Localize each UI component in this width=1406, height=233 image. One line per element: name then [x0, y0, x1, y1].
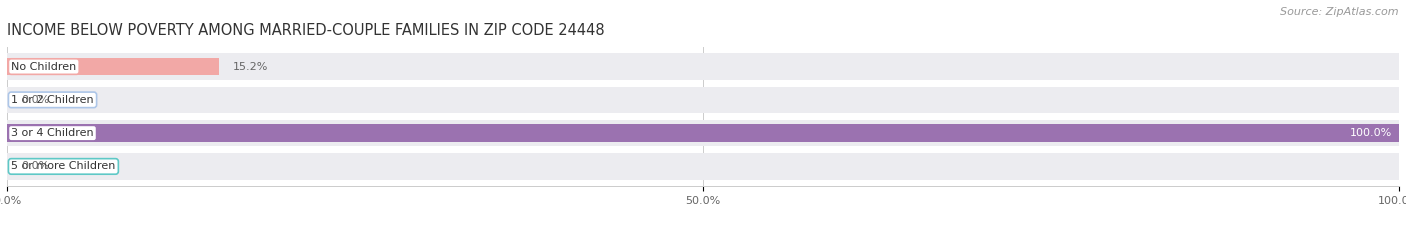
Bar	[7, 120, 1399, 147]
Text: 15.2%: 15.2%	[232, 62, 269, 72]
Text: 100.0%: 100.0%	[1350, 128, 1392, 138]
Bar	[7, 124, 1399, 142]
Text: 0.0%: 0.0%	[21, 161, 49, 171]
Text: Source: ZipAtlas.com: Source: ZipAtlas.com	[1281, 7, 1399, 17]
Bar	[7, 153, 1399, 180]
Text: INCOME BELOW POVERTY AMONG MARRIED-COUPLE FAMILIES IN ZIP CODE 24448: INCOME BELOW POVERTY AMONG MARRIED-COUPL…	[7, 24, 605, 38]
Bar	[7, 58, 218, 75]
Bar	[7, 53, 1399, 80]
Text: No Children: No Children	[11, 62, 76, 72]
Text: 1 or 2 Children: 1 or 2 Children	[11, 95, 94, 105]
Text: 5 or more Children: 5 or more Children	[11, 161, 115, 171]
Text: 0.0%: 0.0%	[21, 95, 49, 105]
Bar	[7, 86, 1399, 113]
Text: 3 or 4 Children: 3 or 4 Children	[11, 128, 94, 138]
